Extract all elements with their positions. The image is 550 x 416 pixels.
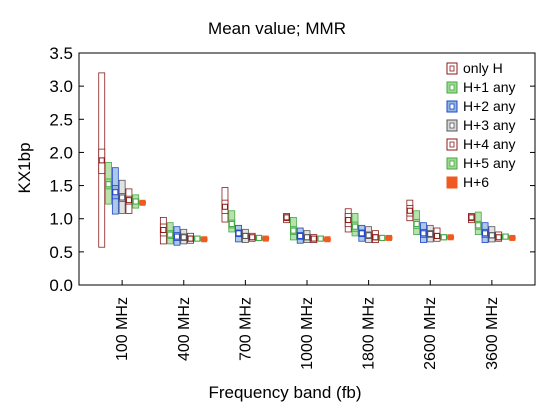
y-axis-label: KX1bp	[15, 142, 34, 193]
x-tick-label: 1000 MHz	[299, 297, 316, 370]
box-mark	[228, 210, 236, 233]
legend-item: H+1 any	[446, 79, 516, 95]
y-tick-label: 1.5	[49, 177, 73, 196]
box-mark	[323, 236, 331, 243]
box-mark	[358, 224, 366, 242]
x-tick-label: 400 MHz	[176, 297, 193, 361]
box-mark	[166, 222, 174, 245]
box-mark	[241, 228, 249, 243]
box-mark	[255, 234, 263, 241]
box-mark	[440, 234, 448, 241]
box-mark	[235, 224, 242, 243]
y-tick-label: 0.0	[49, 276, 73, 295]
box-mark	[289, 216, 297, 241]
legend-item: H+5 any	[446, 155, 516, 171]
y-tick-label: 0.5	[49, 243, 73, 262]
box-mark	[187, 232, 194, 244]
box-mark	[385, 234, 393, 241]
box-mark	[420, 222, 427, 243]
y-tick-label: 3.0	[49, 77, 73, 96]
legend-item: H+6	[446, 174, 489, 190]
box-mark	[125, 188, 133, 214]
x-tick-label: 3600 MHz	[484, 297, 501, 370]
box-mark	[447, 234, 455, 241]
box-mark	[303, 230, 311, 243]
x-axis-label: Frequency band (fb)	[208, 383, 361, 402]
box-mark	[139, 199, 146, 206]
y-tick-label: 1.0	[49, 210, 73, 229]
legend-label: H+6	[463, 174, 489, 190]
box-mark	[180, 228, 188, 245]
box-mark	[173, 226, 181, 246]
box-mark	[502, 233, 509, 240]
legend-swatch	[446, 176, 458, 189]
box-mark	[426, 224, 434, 243]
box-mark	[344, 208, 352, 233]
box-mark	[468, 213, 475, 224]
box-mark	[372, 230, 379, 243]
box-mark	[351, 213, 359, 237]
chart-title: Mean value; MMR	[208, 19, 346, 38]
legend-label: H+1 any	[463, 79, 516, 95]
y-tick-label: 2.0	[49, 143, 73, 162]
legend-item: only H	[446, 60, 503, 76]
box-mark	[481, 222, 489, 243]
x-tick-label: 2600 MHz	[422, 297, 439, 370]
box-mark	[365, 226, 373, 243]
box-mark	[283, 213, 291, 224]
box-mark	[378, 234, 386, 241]
box-mark	[98, 72, 106, 248]
legend-label: H+2 any	[463, 98, 516, 114]
box-mark	[433, 227, 441, 242]
box-mark	[406, 199, 414, 222]
legend-label: only H	[463, 60, 503, 76]
box-mark	[310, 234, 318, 243]
box-mark	[317, 235, 325, 242]
box-mark	[296, 227, 304, 244]
box-mark	[474, 211, 482, 236]
box-mark	[105, 161, 112, 205]
box-mark	[413, 210, 421, 236]
y-tick-label: 3.5	[49, 44, 73, 63]
x-tick-label: 100 MHz	[114, 297, 131, 361]
x-tick-label: 1800 MHz	[361, 297, 378, 370]
legend: only H H+1 any H+2 any H+3 any H+4 any H+5 an…	[446, 60, 516, 190]
legend-label: H+5 any	[463, 155, 516, 171]
box-mark	[508, 234, 516, 241]
legend-item: H+2 any	[446, 98, 516, 114]
box-mark	[248, 232, 256, 242]
box-mark	[488, 226, 496, 243]
box-mark	[495, 231, 503, 242]
box-mark	[118, 179, 126, 214]
box-mark	[221, 187, 229, 223]
box-mark	[193, 235, 201, 242]
box-mark	[200, 236, 208, 243]
box-mark	[132, 194, 140, 209]
x-tick-label: 700 MHz	[237, 297, 254, 361]
legend-item: H+3 any	[446, 117, 516, 133]
box-mark	[159, 216, 167, 245]
legend-label: H+4 any	[463, 136, 516, 152]
legend-item: H+4 any	[446, 136, 516, 152]
y-tick-label: 2.5	[49, 110, 73, 129]
box-mark	[262, 235, 270, 242]
legend-label: H+3 any	[463, 117, 516, 133]
box-mark	[111, 167, 119, 215]
